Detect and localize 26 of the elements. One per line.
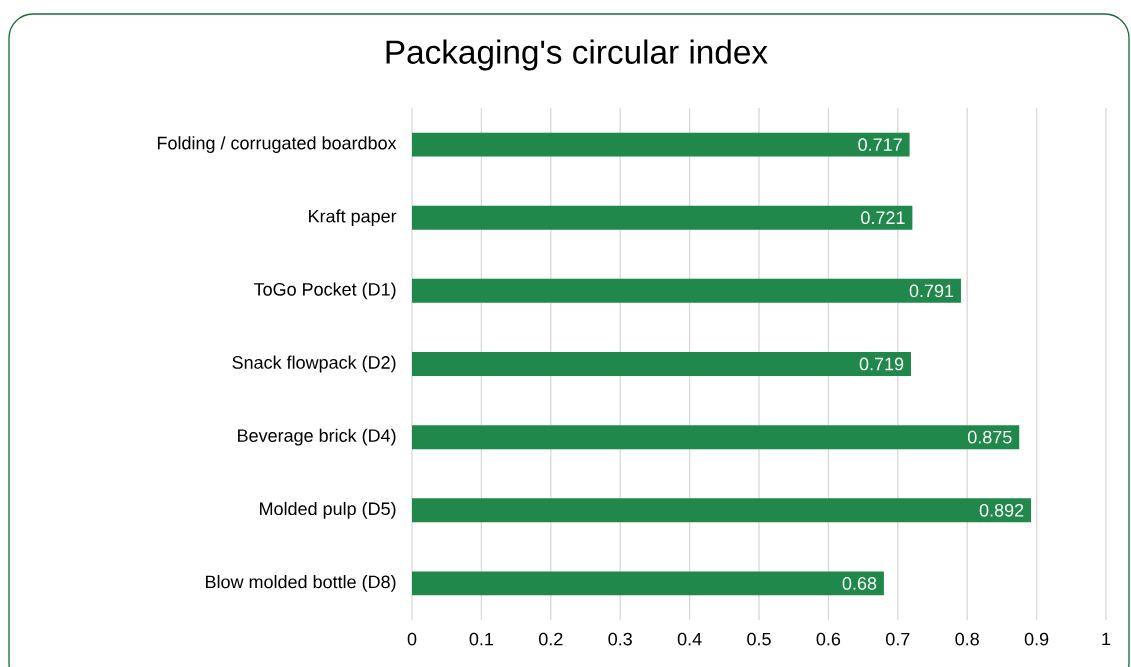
x-tick-label: 0.5 — [747, 632, 771, 646]
x-tick-label: 0 — [407, 632, 417, 646]
x-tick-label: 0.9 — [1024, 632, 1049, 646]
y-tick-label: Snack flowpack (D2) — [232, 355, 396, 373]
y-tick-label: Beverage brick (D4) — [238, 428, 396, 446]
chart-title: Packaging's circular index — [386, 39, 768, 71]
y-tick-label: Kraft paper — [309, 209, 397, 227]
data-label: 0.719 — [859, 357, 904, 371]
x-tick-label: 0.4 — [677, 632, 702, 646]
y-tick-label: Molded pulp (D5) — [260, 501, 396, 519]
x-tick-label: 0.7 — [886, 632, 910, 646]
data-label: 0.717 — [858, 138, 902, 151]
y-tick-label: ToGo Pocket (D1) — [253, 282, 396, 300]
data-label: 0.892 — [979, 503, 1024, 517]
data-label: 0.721 — [861, 211, 905, 225]
data-label: 0.875 — [967, 430, 1012, 444]
x-tick-label: 0.2 — [539, 632, 563, 646]
x-tick-label: 1 — [1102, 632, 1111, 646]
x-tick-label: 0.1 — [469, 632, 494, 646]
x-tick-label: 0.6 — [816, 632, 841, 646]
y-tick-label: Blow molded bottle (D8) — [206, 575, 396, 592]
data-label: 0.68 — [842, 577, 877, 590]
x-tick-label: 0.8 — [955, 632, 979, 646]
data-label: 0.791 — [909, 284, 954, 298]
x-tick-label: 0.3 — [608, 632, 632, 646]
y-tick-label: Folding / corrugated boardbox — [157, 136, 397, 153]
